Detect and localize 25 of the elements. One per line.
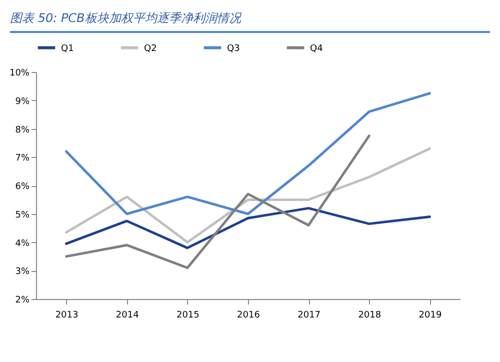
legend-label: Q3 xyxy=(227,44,240,54)
line-series xyxy=(65,147,431,244)
line-series xyxy=(65,92,431,216)
x-tick-label: 2016 xyxy=(237,310,260,320)
line-series xyxy=(65,134,370,270)
x-tick-label: 2014 xyxy=(116,310,140,320)
x-tick-label: 2018 xyxy=(358,310,382,320)
y-tick-label: 3% xyxy=(15,267,30,278)
y-tick-label: 8% xyxy=(15,125,30,136)
y-tick-label: 9% xyxy=(15,96,30,107)
legend-label: Q2 xyxy=(144,44,157,54)
x-tick-label: 2019 xyxy=(418,310,442,320)
x-tick-label: 2015 xyxy=(176,310,200,320)
line-series xyxy=(65,206,431,250)
legend-label: Q4 xyxy=(310,44,324,54)
y-tick-label: 6% xyxy=(15,182,30,192)
y-tick-label: 7% xyxy=(15,154,30,164)
y-tick-label: 5% xyxy=(15,210,30,220)
x-tick-label: 2013 xyxy=(55,310,78,320)
legend-label: Q1 xyxy=(61,44,74,54)
y-tick-label: 10% xyxy=(9,68,30,78)
y-tick-label: 2% xyxy=(15,296,30,306)
y-tick-label: 4% xyxy=(15,238,30,249)
x-tick-label: 2017 xyxy=(298,310,321,320)
chart-title: 图表 50: PCB板块加权平均逐季净利润情况 xyxy=(10,10,490,33)
